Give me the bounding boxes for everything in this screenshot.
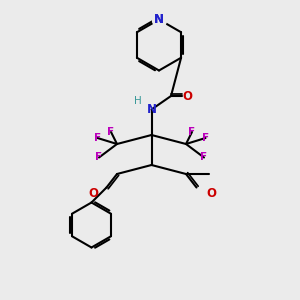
Text: O: O: [182, 89, 193, 103]
Text: F: F: [95, 152, 103, 163]
Text: F: F: [107, 127, 115, 137]
Text: F: F: [188, 127, 196, 137]
Text: F: F: [202, 133, 209, 143]
Text: F: F: [200, 152, 208, 163]
Text: O: O: [206, 187, 217, 200]
Text: N: N: [154, 13, 164, 26]
Text: N: N: [146, 103, 157, 116]
Text: H: H: [134, 95, 142, 106]
Text: O: O: [88, 187, 98, 200]
Text: N: N: [154, 13, 164, 26]
Text: F: F: [94, 133, 101, 143]
